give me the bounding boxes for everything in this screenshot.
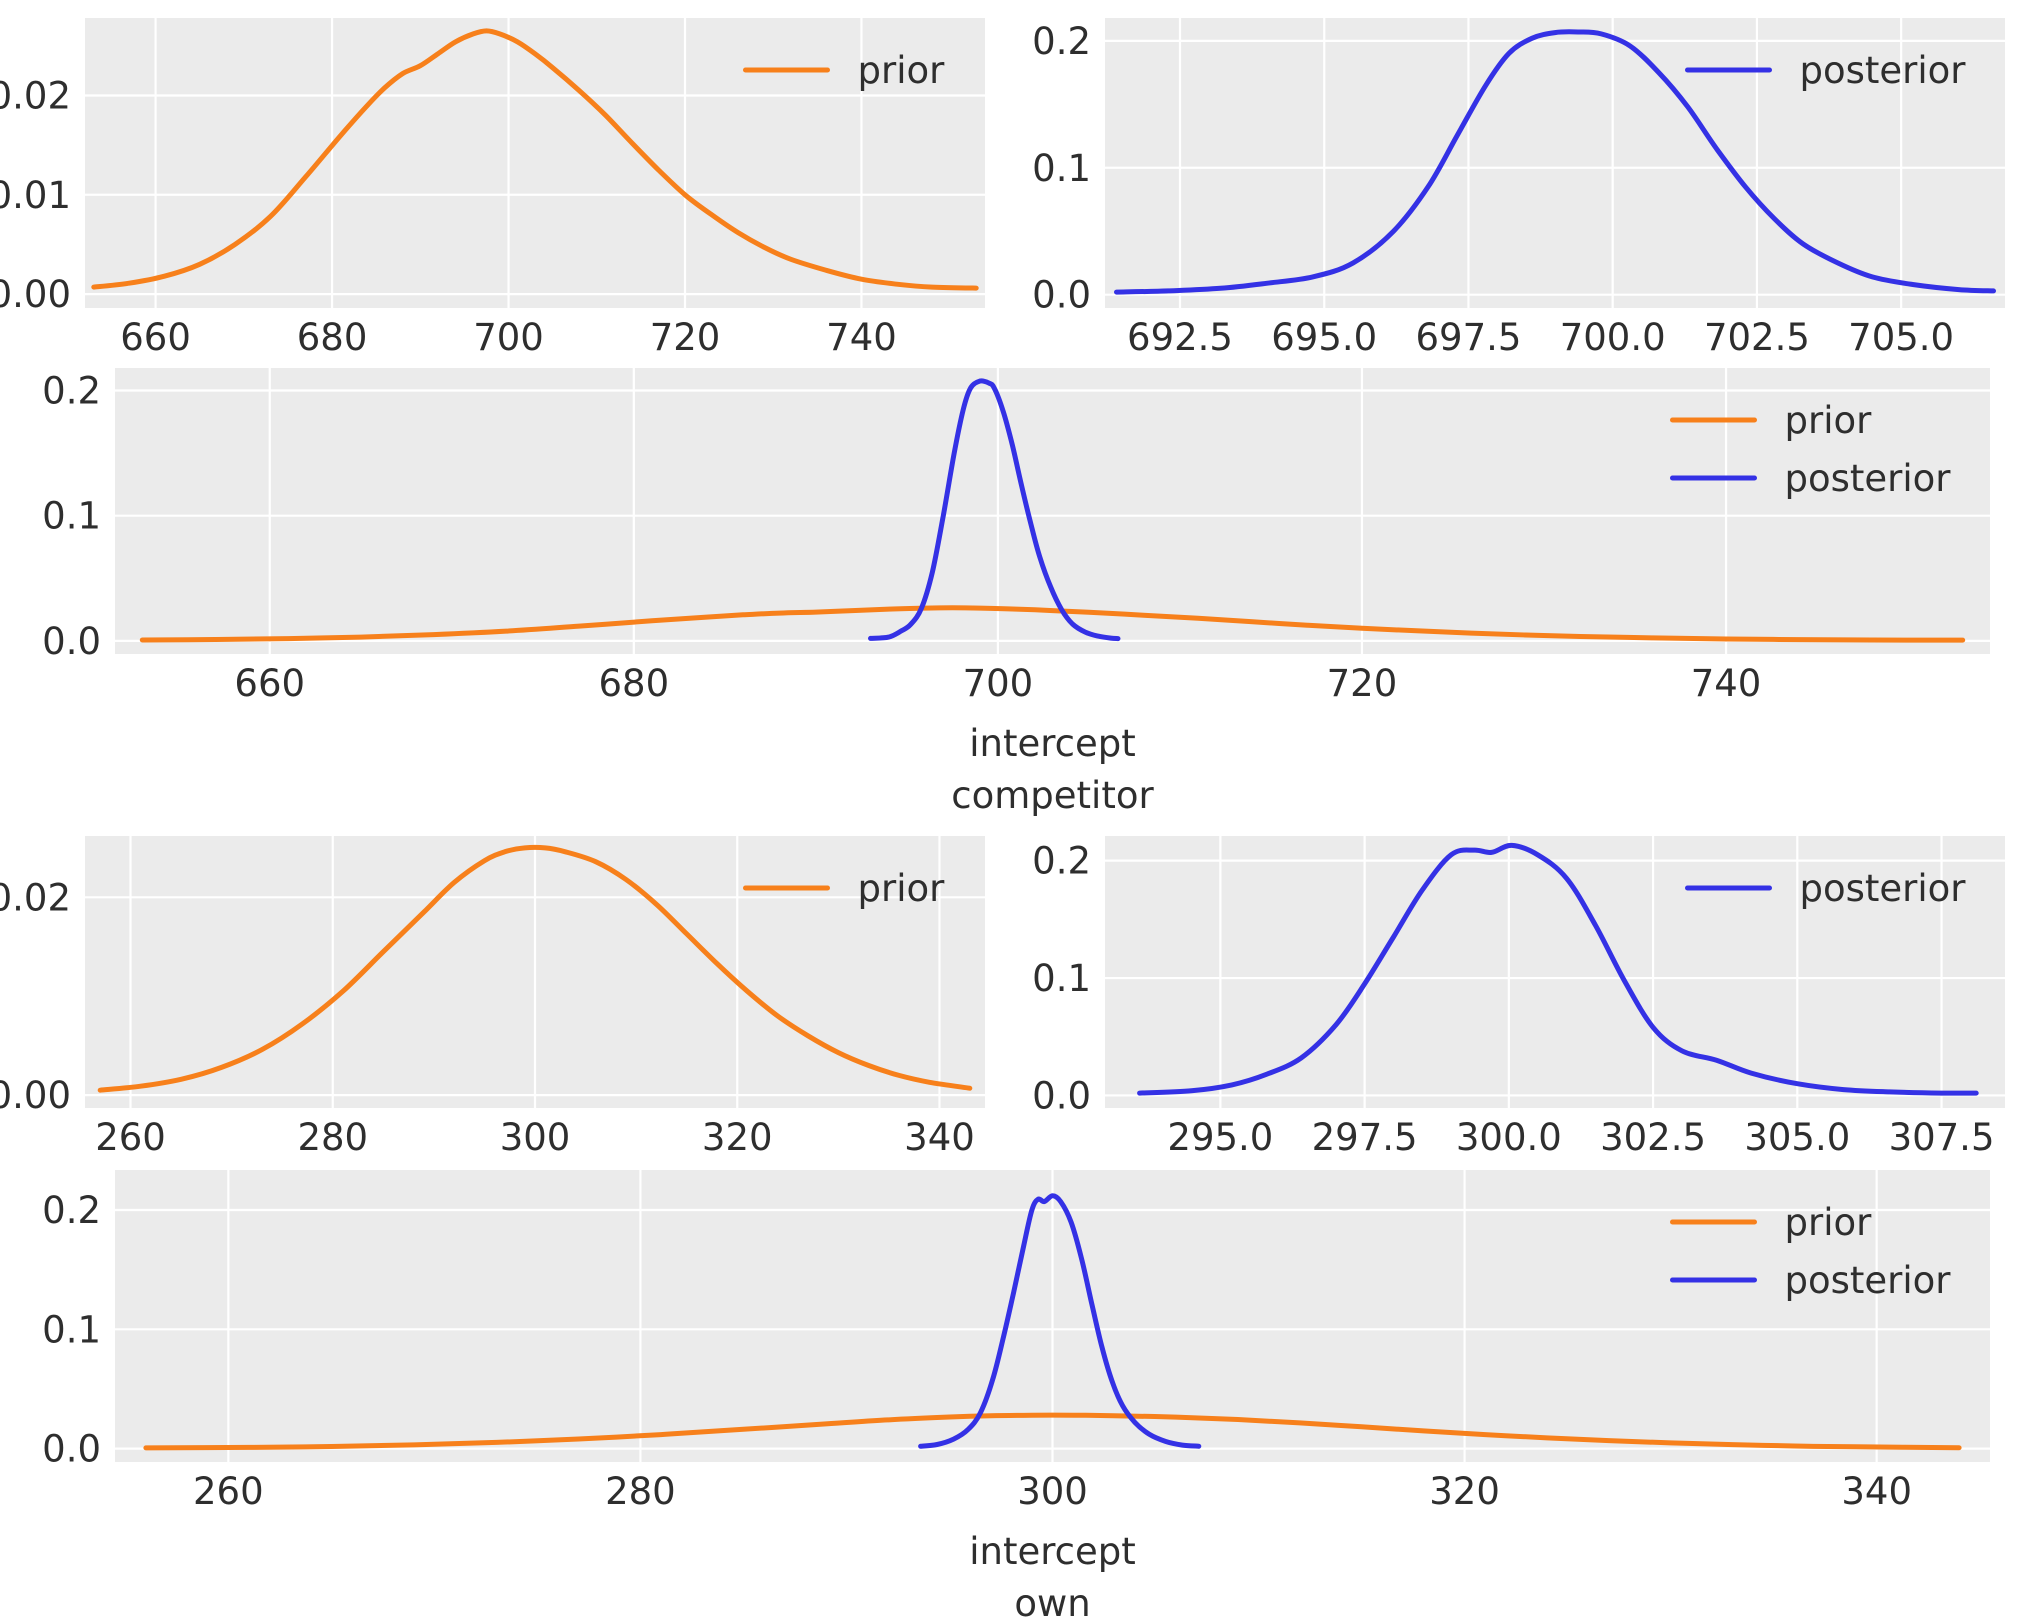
x-tick-label: 320 [702,1116,773,1159]
x-tick-label: 680 [598,662,669,705]
x-tick-label: 660 [120,316,191,359]
posterior-legend-label: posterior [1785,1259,1952,1302]
subplot-own-posterior-marginal: 295.0 297.5 300.0 302.5 305.0 307.5 0.0 0.1 0.2 p… [1032,836,2005,1159]
x-tick-label: 695.0 [1271,316,1377,359]
y-tick-label: 0.1 [1032,957,1091,1000]
y-tick-label: 0.02 [0,74,71,117]
posterior-legend-label: posterior [1785,457,1952,500]
prior-curve [97,844,973,1093]
y-tick-label: 0.02 [0,876,71,919]
x-tick-label: 740 [1691,662,1762,705]
y-tick-label: 0.1 [1032,147,1091,190]
x-tick-label: 660 [234,662,305,705]
axes-background [115,368,1990,654]
x-tick-label: 700 [473,316,544,359]
x-tick-label: 300.0 [1456,1116,1562,1159]
legend: prior posterior [1670,399,1952,500]
gridlines [85,836,985,1108]
x-axis-label: competitor [951,774,1154,817]
legend: prior [743,867,946,910]
gridlines [1105,836,2005,1108]
x-axis-label: intercept [969,1530,1136,1573]
x-tick-label: 700.0 [1560,316,1666,359]
y-tick-label: 0.1 [42,1308,101,1351]
x-axis-label: intercept [969,722,1136,765]
y-tick-label: 0.0 [42,620,101,663]
legend: posterior [1685,49,1967,92]
subplot-competitor-posterior-marginal: 692.5 695.0 697.5 700.0 702.5 705.0 0.0 0.1 0.2 p… [1032,18,2005,359]
x-tick-label: 702.5 [1704,316,1810,359]
prior-curve [91,28,979,291]
y-tick-label: 0.2 [1032,20,1091,63]
x-tick-label: 340 [1841,1470,1912,1513]
x-axis-label: own [1014,1582,1090,1623]
y-tick-label: 0.2 [42,1189,101,1232]
x-tick-label: 260 [95,1116,166,1159]
x-tick-label: 307.5 [1889,1116,1995,1159]
x-tick-label: 740 [826,316,897,359]
x-tick-label: 302.5 [1600,1116,1706,1159]
x-tick-label: 320 [1429,1470,1500,1513]
y-tick-label: 0.2 [42,370,101,413]
x-tick-label: 720 [650,316,721,359]
x-tick-label: 280 [605,1470,676,1513]
x-tick-label: 305.0 [1744,1116,1850,1159]
x-tick-label: 680 [297,316,368,359]
gridlines [85,18,985,308]
y-tick-label: 0.00 [0,1074,71,1117]
subplot-own-prior-marginal: 260 280 300 320 340 0.00 0.02 prior [0,836,985,1159]
x-tick-label: 280 [297,1116,368,1159]
legend: posterior [1685,867,1967,910]
subplot-own-prior-posterior: 260 280 300 320 340 0.0 0.1 0.2 intercept own prio… [42,1170,1990,1623]
y-tick-label: 0.01 [0,174,71,217]
posterior-legend-label: posterior [1800,49,1967,92]
y-tick-label: 0.1 [42,495,101,538]
prior-legend-label: prior [858,867,946,910]
x-tick-label: 692.5 [1127,316,1233,359]
posterior-curve [868,378,1121,642]
y-tick-label: 0.0 [42,1428,101,1471]
posterior-curve [918,1193,1202,1449]
axes-background [1105,18,2005,308]
y-tick-label: 0.0 [1032,274,1091,317]
prior-legend-label: prior [1785,1201,1873,1244]
prior-curve [143,1412,1962,1451]
y-tick-label: 0.0 [1032,1074,1091,1117]
y-tick-label: 0.00 [0,273,71,316]
x-tick-label: 705.0 [1848,316,1954,359]
x-tick-label: 297.5 [1312,1116,1418,1159]
gridlines [115,368,1990,654]
posterior-curve [1137,842,1979,1096]
posterior-curve [1114,29,1996,295]
x-tick-label: 340 [904,1116,975,1159]
legend: prior posterior [1670,1201,1952,1302]
legend: prior [743,49,946,92]
subplot-competitor-prior-posterior: 660 680 700 720 740 0.0 0.1 0.2 intercept competi… [42,368,1990,817]
x-tick-label: 700 [963,662,1034,705]
x-tick-label: 720 [1327,662,1398,705]
axes-background [1105,836,2005,1108]
x-tick-label: 300 [500,1116,571,1159]
subplot-competitor-prior-marginal: 660 680 700 720 740 0.00 0.01 0.02 prior [0,18,985,359]
x-tick-label: 260 [193,1470,264,1513]
x-tick-label: 697.5 [1415,316,1521,359]
prior-curve [139,605,1966,643]
x-tick-label: 295.0 [1167,1116,1273,1159]
axes-background [85,18,985,308]
gridlines [1105,18,2005,308]
posterior-legend-label: posterior [1800,867,1967,910]
prior-legend-label: prior [858,49,946,92]
x-tick-label: 300 [1017,1470,1088,1513]
prior-legend-label: prior [1785,399,1873,442]
y-tick-label: 0.2 [1032,840,1091,883]
